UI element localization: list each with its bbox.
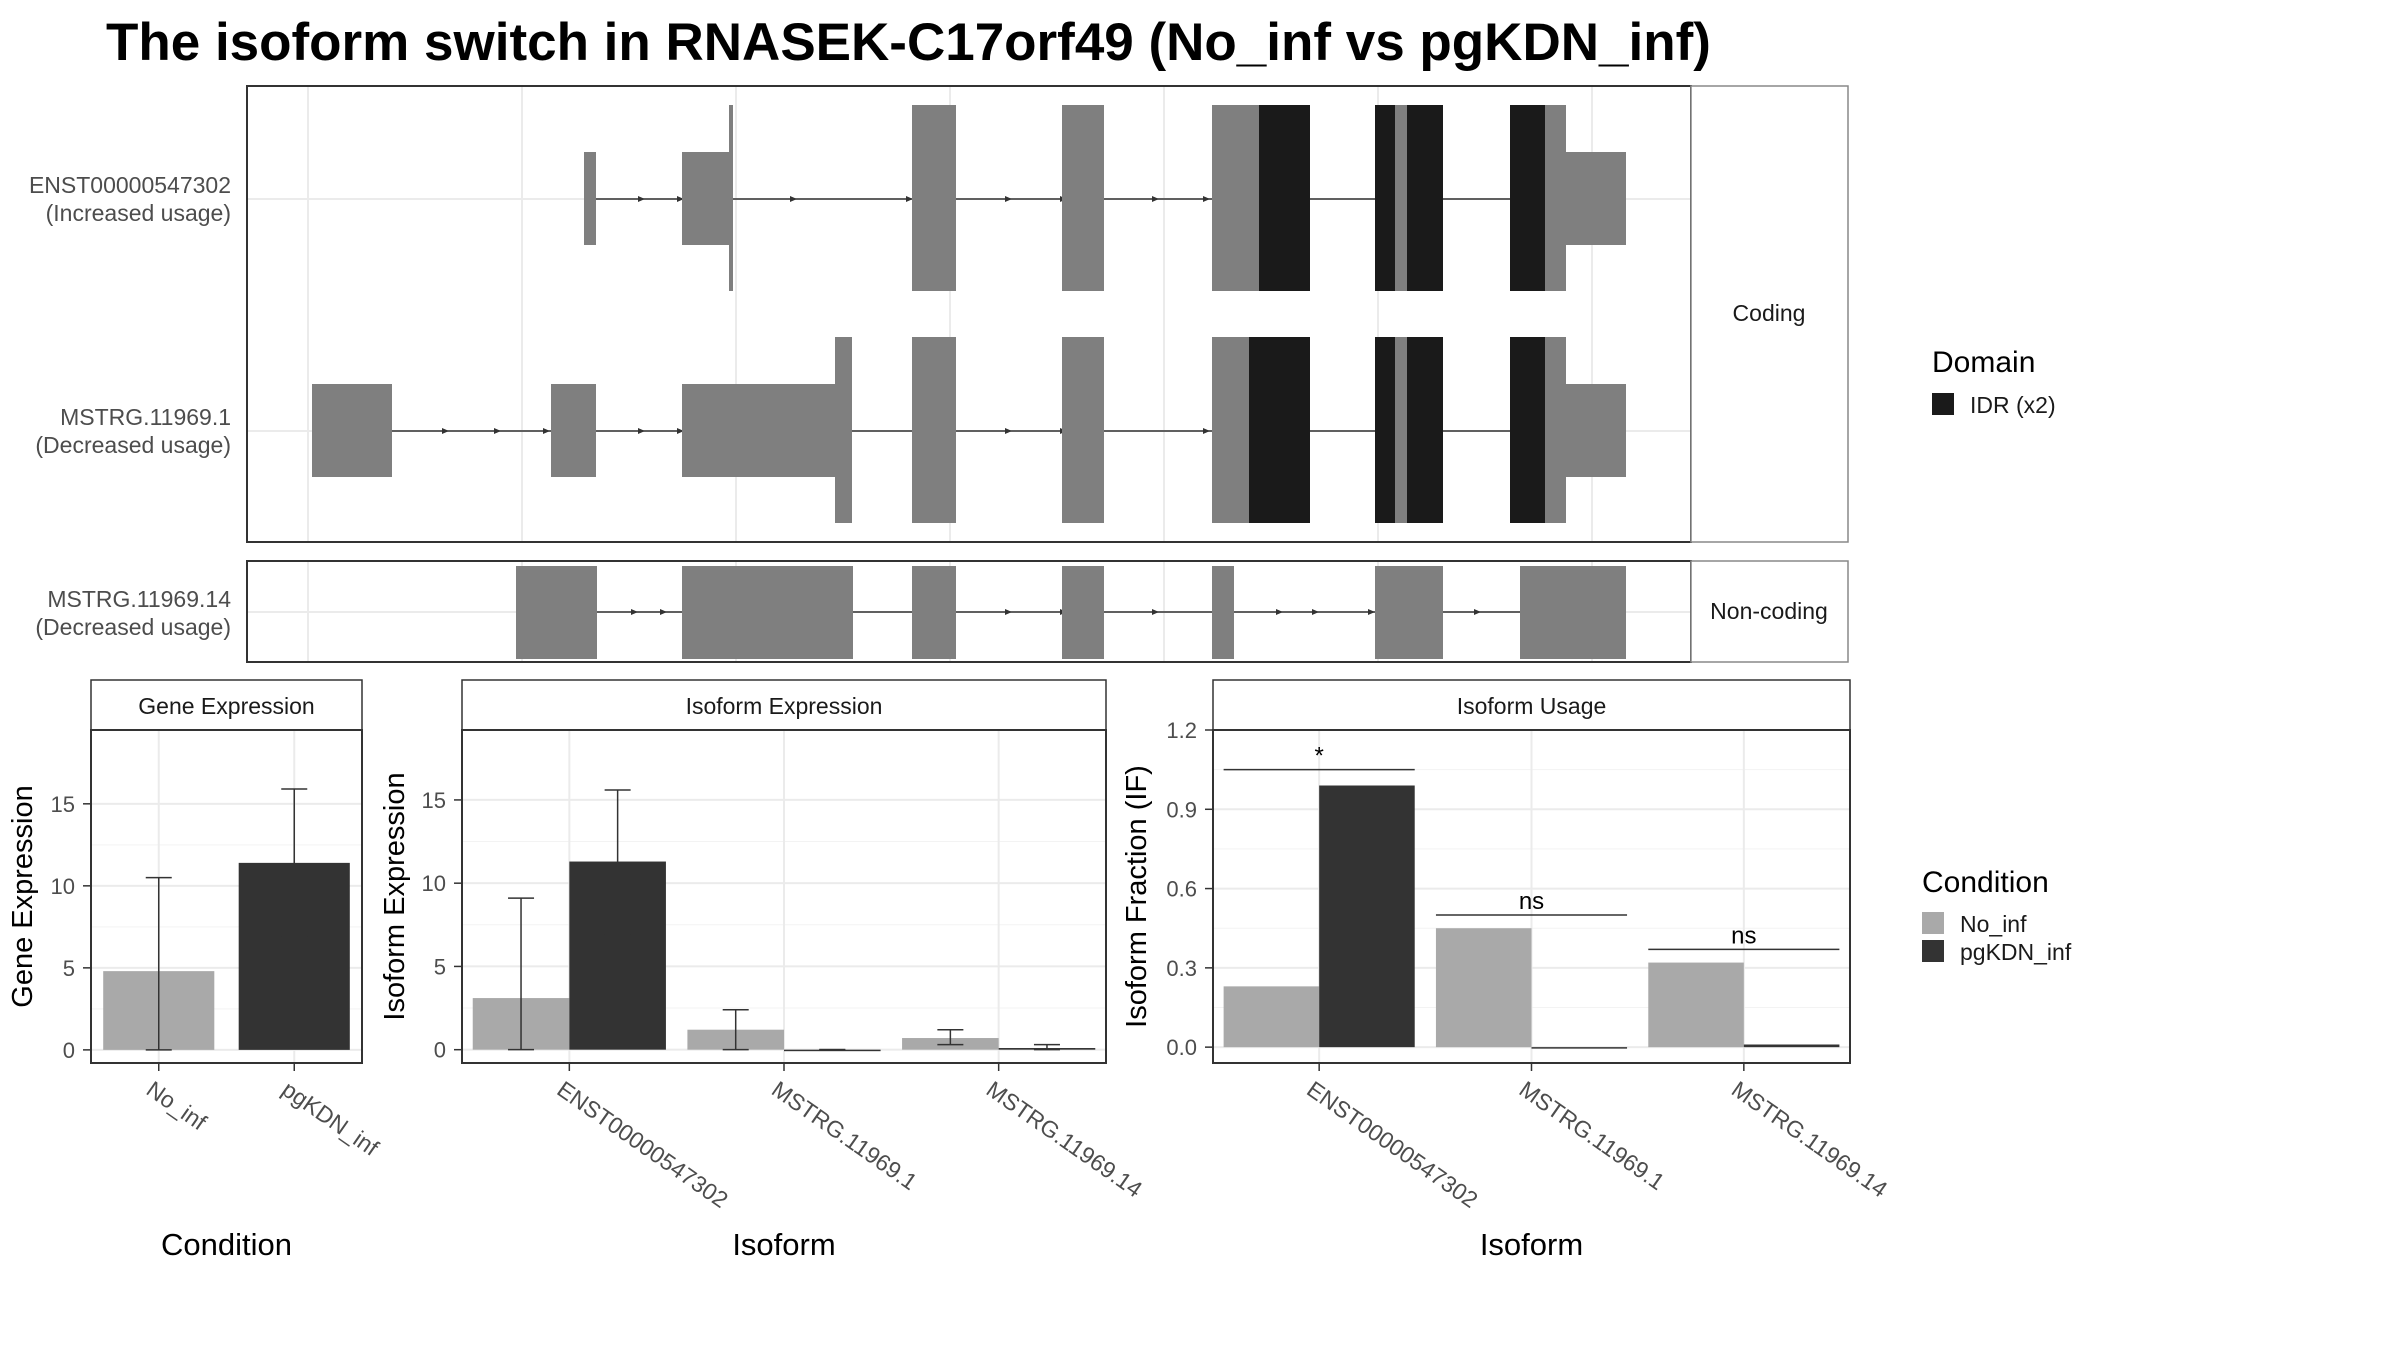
bar-no-inf bbox=[1223, 986, 1320, 1048]
idr-domains bbox=[1249, 337, 1545, 523]
y-tick-label: 10 bbox=[422, 871, 446, 896]
y-tick-label: 0 bbox=[434, 1038, 446, 1063]
y-tick-label: 0.0 bbox=[1166, 1035, 1197, 1060]
transcript-enst00000547302 bbox=[584, 105, 1626, 291]
domain-legend-swatch bbox=[1932, 393, 1954, 415]
y-tick-label: 1.2 bbox=[1166, 718, 1197, 743]
noncoding-strip bbox=[1690, 560, 1849, 663]
transcript-label-id: ENST00000547302 bbox=[29, 172, 231, 198]
y-axis-title: Gene Expression bbox=[7, 785, 39, 1007]
transcript-label-id: MSTRG.11969.14 bbox=[47, 586, 231, 612]
panel-strip-label: Gene Expression bbox=[138, 693, 314, 719]
panel-isoform-expression: Isoform Expression 0 5 10 15 ENST00000547302 M… bbox=[379, 679, 1148, 1262]
y-tick-label: 5 bbox=[63, 956, 75, 981]
y-tick-label: 0.9 bbox=[1166, 797, 1197, 822]
transcript-structure-panel: Coding Non-coding ENST00000547302 (Incre… bbox=[29, 85, 1849, 663]
y-tick-label: 10 bbox=[51, 874, 75, 899]
domain-legend-title: Domain bbox=[1932, 346, 2035, 379]
condition-legend: Condition No_inf pgKDN_inf bbox=[1922, 866, 2072, 965]
condition-legend-label: pgKDN_inf bbox=[1960, 939, 2072, 965]
transcript-label-usage: (Decreased usage) bbox=[35, 614, 231, 640]
x-tick-label: No_inf bbox=[142, 1076, 212, 1136]
y-tick-label: 5 bbox=[434, 954, 446, 979]
y-tick-label: 0.6 bbox=[1166, 877, 1197, 902]
structure-gridlines bbox=[247, 87, 1691, 661]
transcript-mstrg-11969-14 bbox=[516, 566, 1626, 659]
intron-arrows bbox=[442, 428, 1210, 434]
x-axis-title: Condition bbox=[161, 1227, 292, 1262]
condition-legend-swatch bbox=[1922, 940, 1944, 962]
bar-no-inf bbox=[1435, 928, 1532, 1048]
x-tick-label: MSTRG.11969.1 bbox=[1515, 1076, 1670, 1195]
x-tick-label: ENST00000547302 bbox=[552, 1076, 732, 1213]
bar-pgkdn-inf bbox=[1319, 785, 1415, 1048]
transcript-label-id: MSTRG.11969.1 bbox=[60, 404, 231, 430]
y-axis-title: Isoform Expression bbox=[379, 772, 411, 1020]
domain-legend: Domain IDR (x2) bbox=[1932, 346, 2056, 418]
y-tick-label: 0 bbox=[63, 1038, 75, 1063]
bar-pgkdn-inf bbox=[1531, 1047, 1628, 1049]
panel-gene-expression: Gene Expression 0 5 10 15 No_inf pgKDN_inf Gene… bbox=[7, 679, 384, 1262]
panel-isoform-usage: Isoform Usage * ns ns 0.0 0.3 0.6 0.9 1.2 ENST000… bbox=[1121, 679, 1893, 1262]
idr-domains bbox=[1259, 105, 1545, 291]
condition-legend-swatch bbox=[1922, 912, 1944, 934]
x-axis-title: Isoform bbox=[732, 1227, 835, 1262]
exons bbox=[516, 566, 1626, 659]
significance-label: * bbox=[1314, 743, 1323, 770]
coding-panel-border bbox=[246, 85, 1692, 543]
y-tick-label: 0.3 bbox=[1166, 956, 1197, 981]
significance-label: ns bbox=[1731, 922, 1756, 949]
y-axis-title: Isoform Fraction (IF) bbox=[1121, 765, 1153, 1028]
coding-strip bbox=[1690, 85, 1849, 543]
y-tick-label: 15 bbox=[51, 792, 75, 817]
condition-legend-title: Condition bbox=[1922, 866, 2049, 899]
bar-no-inf bbox=[1648, 962, 1744, 1048]
panel-strip-label: Isoform Usage bbox=[1457, 693, 1607, 719]
panel-strip bbox=[90, 679, 363, 731]
panel-border bbox=[90, 729, 363, 1064]
y-tick-label: 15 bbox=[422, 788, 446, 813]
bar-pgkdn-inf bbox=[1743, 1044, 1840, 1048]
x-tick-label: pgKDN_inf bbox=[277, 1076, 384, 1161]
transcript-label-usage: (Decreased usage) bbox=[35, 432, 231, 458]
x-tick-label: MSTRG.11969.14 bbox=[982, 1076, 1148, 1203]
transcript-mstrg-11969-1 bbox=[312, 337, 1626, 523]
x-tick-label: MSTRG.11969.1 bbox=[767, 1076, 922, 1195]
noncoding-strip-label: Non-coding bbox=[1710, 598, 1828, 624]
page-title: The isoform switch in RNASEK-C17orf49 (N… bbox=[106, 13, 1711, 72]
panel-strip-label: Isoform Expression bbox=[686, 693, 883, 719]
bar-panels: Gene Expression 0 5 10 15 No_inf pgKDN_inf Gene… bbox=[7, 679, 1893, 1262]
x-axis-title: Isoform bbox=[1480, 1227, 1583, 1262]
panel-strip bbox=[1212, 679, 1851, 731]
transcript-label-usage: (Increased usage) bbox=[46, 200, 231, 226]
x-tick-label: ENST00000547302 bbox=[1302, 1076, 1482, 1213]
significance-label: ns bbox=[1519, 888, 1544, 915]
domain-legend-label: IDR (x2) bbox=[1970, 392, 2056, 418]
condition-legend-label: No_inf bbox=[1960, 911, 2027, 937]
coding-strip-label: Coding bbox=[1733, 300, 1806, 326]
x-tick-label: MSTRG.11969.14 bbox=[1727, 1076, 1893, 1203]
